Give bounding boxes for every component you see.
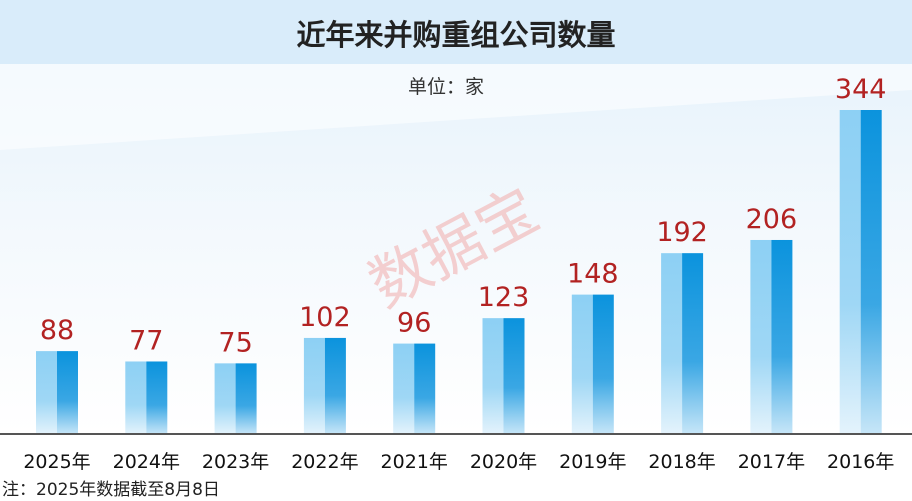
bar-right-face (682, 253, 704, 434)
bar-left-face (214, 363, 236, 434)
bar-right-face (592, 294, 614, 434)
bar-left-face (839, 110, 861, 434)
bar-right-face (146, 361, 168, 434)
category-label: 2022年 (291, 451, 358, 473)
bar-left-face (393, 343, 415, 434)
bars-group (36, 110, 882, 434)
category-label: 2024年 (113, 451, 180, 473)
bar-left-face (303, 337, 325, 434)
bar-left-face (36, 351, 57, 434)
value-label: 192 (656, 217, 708, 248)
bar-right-face (235, 363, 257, 434)
category-labels-group: 2025年 2024年 2023年 2022年 2021年 2020年 2019年 2018年… (23, 451, 894, 473)
bar-2020年 (482, 318, 525, 434)
category-label: 2019年 (559, 451, 626, 473)
category-label: 2020年 (470, 451, 537, 473)
value-label: 102 (299, 302, 351, 333)
bar-right-face (57, 351, 78, 434)
bar-right-face (324, 337, 346, 434)
value-label: 77 (129, 325, 163, 356)
bar-left-face (125, 361, 147, 434)
bar-2016年 (839, 110, 882, 434)
bar-2025年 (36, 351, 78, 434)
bar-2024年 (125, 361, 168, 434)
category-label: 2023年 (202, 451, 269, 473)
value-label: 344 (835, 74, 887, 105)
bar-2017年 (750, 239, 793, 434)
value-label: 148 (567, 259, 619, 290)
category-label: 2025年 (23, 451, 90, 473)
bar-2022年 (303, 337, 346, 434)
value-labels-group: 88 77 75 102 96 123 148 192 206 344 (40, 74, 887, 358)
bar-2021年 (393, 343, 436, 434)
category-label: 2021年 (381, 451, 448, 473)
value-label: 88 (40, 315, 74, 346)
bar-left-face (661, 253, 683, 434)
unit-label: 单位：家 (408, 76, 484, 98)
value-label: 75 (218, 327, 252, 358)
chart-title: 近年来并购重组公司数量 (296, 18, 615, 52)
bar-2018年 (661, 253, 704, 434)
bar-2019年 (571, 294, 614, 434)
background-sheen (0, 56, 912, 150)
bar-right-face (503, 318, 525, 434)
category-label: 2016年 (827, 451, 894, 473)
value-label: 206 (746, 204, 798, 235)
bar-left-face (571, 294, 593, 434)
bar-2023年 (214, 363, 257, 434)
bar-right-face (414, 343, 436, 434)
bar-right-face (771, 239, 793, 434)
bar-left-face (750, 239, 772, 434)
value-label: 123 (478, 282, 530, 313)
category-label: 2017年 (738, 451, 805, 473)
bar-right-face (860, 110, 882, 434)
title-band (0, 0, 912, 64)
category-label: 2018年 (648, 451, 715, 473)
bar-left-face (482, 318, 504, 434)
value-label: 96 (397, 308, 431, 339)
footnote: 注：2025年数据截至8月8日 (2, 480, 220, 500)
